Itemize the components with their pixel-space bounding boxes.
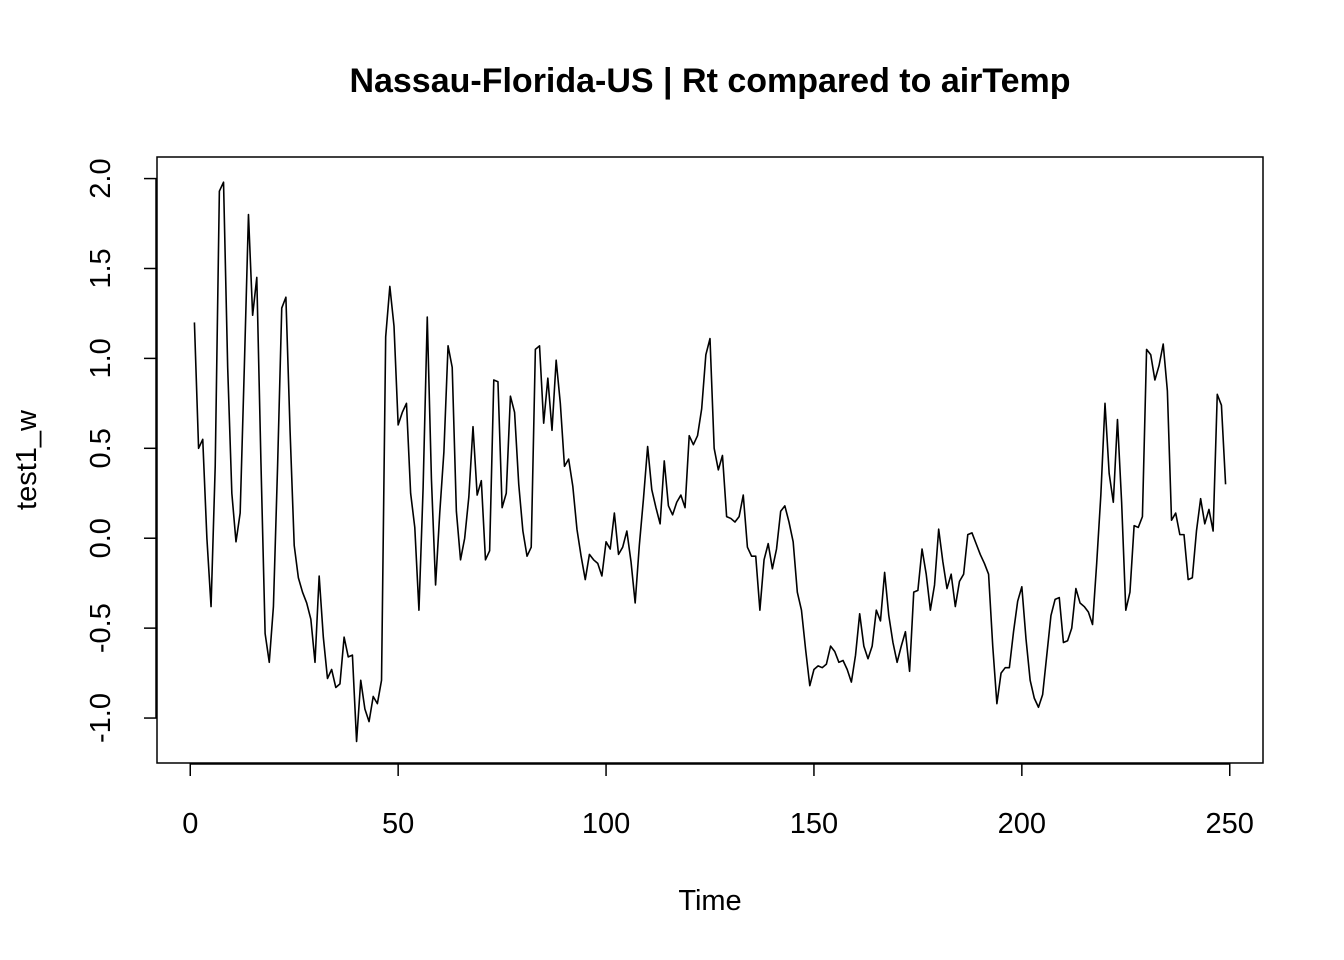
chart-title: Nassau-Florida-US | Rt compared to airTe… xyxy=(349,62,1070,100)
x-tick-label: 250 xyxy=(1206,808,1254,840)
series-layer xyxy=(193,181,1227,743)
y-axis: -1.0 -0.5 0.0 0.5 1.0 1.5 2.0 xyxy=(85,158,157,743)
x-axis: 0 50 100 150 200 250 xyxy=(182,763,1254,840)
y-tick-label: 2.0 xyxy=(85,158,117,198)
y-tick-label: 1.5 xyxy=(85,248,117,288)
x-tick-label: 200 xyxy=(998,808,1046,840)
x-tick-label: 50 xyxy=(382,808,414,840)
y-tick-label: -1.0 xyxy=(85,693,117,743)
y-axis-label: test1_w xyxy=(11,409,43,510)
x-tick-label: 100 xyxy=(582,808,630,840)
x-axis-label: Time xyxy=(678,885,741,917)
series-line xyxy=(193,181,1227,743)
x-tick-label: 150 xyxy=(790,808,838,840)
y-tick-label: 1.0 xyxy=(85,338,117,378)
plot-frame xyxy=(156,156,1264,764)
y-tick-label: 0.5 xyxy=(85,428,117,468)
x-tick-label: 0 xyxy=(182,808,198,840)
y-tick-label: 0.0 xyxy=(85,518,117,558)
y-tick-label: -0.5 xyxy=(85,603,117,653)
